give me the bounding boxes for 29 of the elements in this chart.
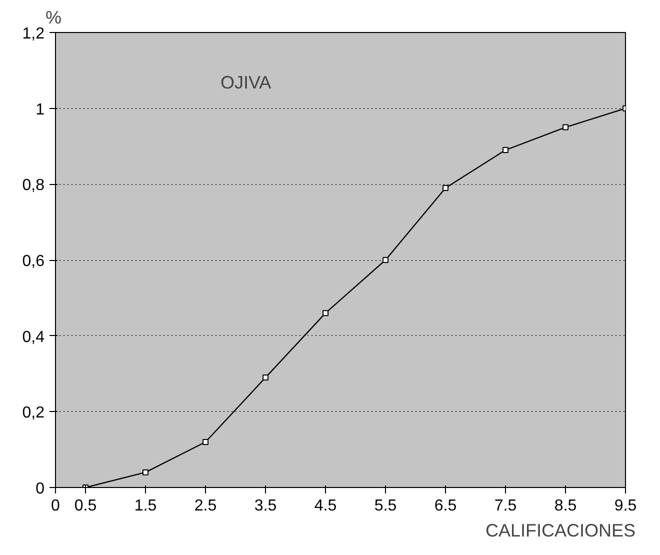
point	[262, 374, 268, 381]
x-tick-label: 6.5	[434, 498, 457, 514]
x-tick-label: 5.5	[374, 498, 397, 514]
annotation: OJIVA	[220, 72, 272, 92]
point	[502, 147, 508, 154]
point	[202, 439, 208, 445]
x-tick-label: 8.5	[554, 498, 577, 514]
point	[442, 184, 448, 191]
y-tick-label: 1	[36, 101, 45, 118]
x-tick-label: 3.5	[254, 498, 277, 514]
point	[142, 469, 148, 476]
x-tick-label: 1.5	[134, 498, 157, 514]
y-tick-label: 0,4	[22, 328, 45, 346]
y-tick-label: 0	[36, 480, 45, 498]
point	[322, 310, 328, 316]
x-tick-label: 7.5	[494, 498, 517, 514]
x-tick-label: 2.5	[194, 498, 217, 514]
x-tick-label: 0.5	[74, 498, 97, 514]
y-tick-label: 0,6	[22, 253, 45, 270]
x-tick-label: 0	[51, 498, 60, 514]
y-tick-label: 0,8	[22, 177, 45, 194]
x-axis-title: CALIFICACIONES	[485, 520, 636, 540]
y-axis-title: %	[46, 8, 62, 28]
x-tick-label: 4.5	[314, 498, 337, 514]
point	[382, 257, 388, 263]
y-tick-label: 0,2	[22, 404, 45, 422]
x-tick-label: 9.5	[614, 498, 637, 514]
point	[562, 124, 568, 130]
y-tick-label: 1,2	[22, 26, 45, 42]
